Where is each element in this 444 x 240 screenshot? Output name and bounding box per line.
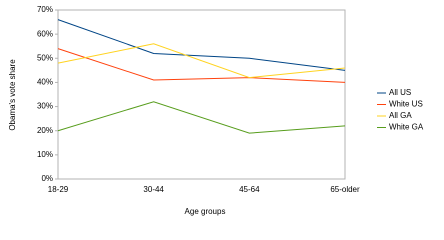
x-tick-label: 18-29 <box>48 185 69 194</box>
y-tick-label: 40% <box>37 78 53 87</box>
x-tick-label: 65-older <box>330 185 360 194</box>
y-tick-label: 20% <box>37 126 53 135</box>
y-tick-label: 70% <box>37 5 53 14</box>
legend-label: White US <box>389 100 423 109</box>
y-axis-title: Obama's vote share <box>8 59 17 131</box>
chart: Age groups Obama's vote share 0% 10% 20% 30… <box>8 5 424 216</box>
legend-label: All US <box>389 88 411 97</box>
plot-frame <box>57 9 346 180</box>
series-line <box>57 43 346 79</box>
series-line <box>57 19 346 71</box>
y-tick-label: 30% <box>37 102 53 111</box>
y-tick-label: 10% <box>37 150 53 159</box>
x-tick-label: 45-64 <box>239 185 260 194</box>
x-tick-label: 30-44 <box>143 185 164 194</box>
y-tick-label: 0% <box>41 174 53 183</box>
legend-label: White GA <box>389 123 424 132</box>
x-axis-title: Age groups <box>185 207 226 216</box>
y-tick-label: 50% <box>37 53 53 62</box>
series-line <box>57 101 346 134</box>
series-line <box>57 48 346 83</box>
y-tick-label: 60% <box>37 29 53 38</box>
legend-label: All GA <box>389 111 412 120</box>
